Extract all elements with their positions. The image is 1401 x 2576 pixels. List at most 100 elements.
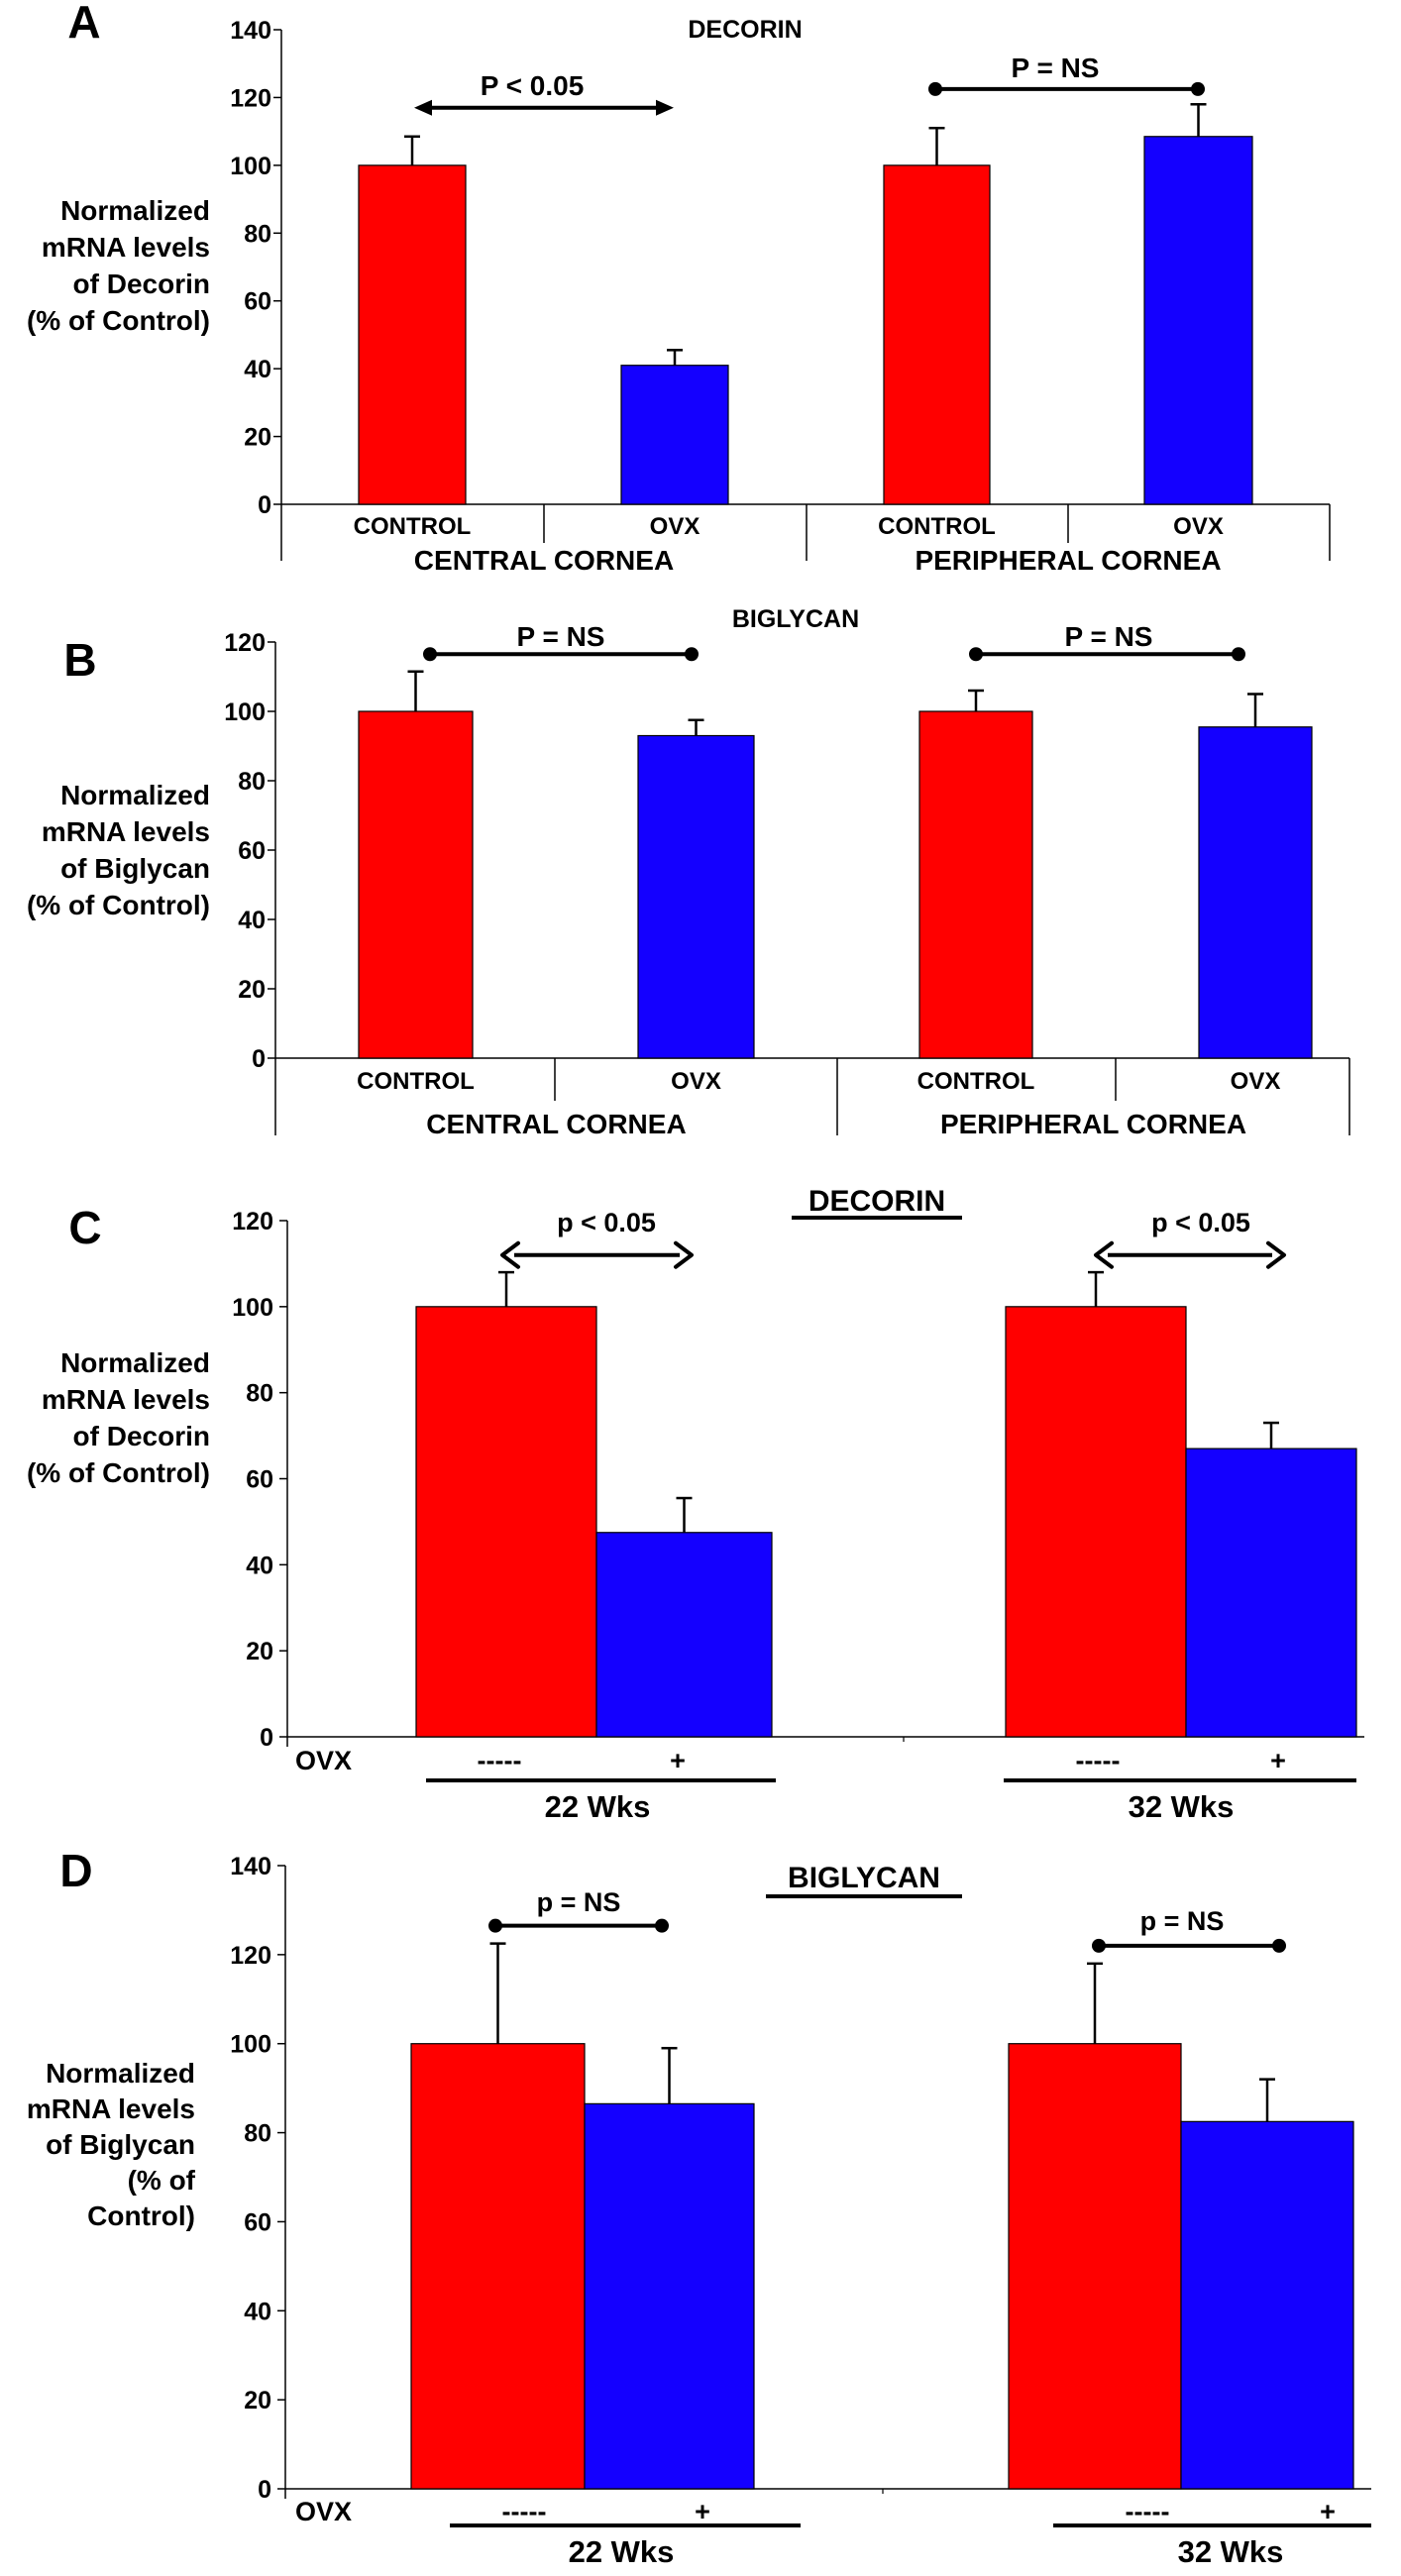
significance-label: p = NS [1140,1906,1225,1936]
significance-label: P < 0.05 [481,70,585,101]
bar-control [358,164,467,505]
bar-control [1008,2043,1182,2490]
y-axis-label-line: Normalized [60,1347,210,1378]
y-tick-label: 60 [238,837,266,865]
significance-label: p = NS [537,1887,621,1917]
x-group-label: CENTRAL CORNEA [414,545,674,576]
y-tick-label: 80 [238,768,266,796]
significance-dot-right [1191,81,1205,96]
y-tick-label: 120 [230,1942,271,1970]
y-tick-label: 0 [260,1724,273,1752]
y-axis-label-line: of Decorin [73,1421,210,1451]
y-tick-label: 0 [252,1045,266,1073]
significance-dot-right [1232,647,1245,662]
arrow-head-left [1094,1240,1114,1269]
week-group-label: 32 Wks [1178,2534,1284,2569]
ovx-sign-label: ----- [1076,1746,1121,1775]
bar-ovx [620,365,729,505]
y-tick-label: 40 [238,907,266,934]
significance-dot-left [969,647,983,662]
y-tick-label: 0 [258,2476,271,2504]
arrow-head-right [674,1240,694,1269]
x-category-label: OVX [1231,1068,1281,1095]
y-axis-label-line: (% of [128,2165,196,2196]
y-axis-label-line: Normalized [60,780,210,810]
y-tick-label: 60 [244,2208,271,2236]
significance-dot-left [928,81,942,96]
y-tick-label: 100 [232,1294,273,1322]
chart-title: BIGLYCAN [732,605,859,633]
y-axis-label-line: Control) [87,2200,195,2231]
significance-label: p < 0.05 [557,1208,656,1237]
ovx-sign-label: + [1270,1746,1286,1775]
ovx-sign-label: ----- [478,1746,522,1775]
y-axis-label-line: Normalized [46,2058,195,2089]
panel-letter: C [68,1202,101,1253]
significance-dot-right [1272,1938,1286,1953]
significance-label: p < 0.05 [1151,1208,1250,1237]
y-axis-label-line: of Decorin [73,268,210,299]
bar-ovx [1198,726,1313,1059]
x-group-label: PERIPHERAL CORNEA [940,1109,1246,1139]
bar-ovx [637,734,755,1059]
panel-letter: D [59,1845,92,1896]
y-axis-label-line: (% of Control) [27,890,210,920]
panel-letter: B [63,634,96,686]
y-tick-label: 120 [224,629,266,657]
arrow-head-left [414,99,432,116]
y-tick-label: 100 [230,153,271,180]
y-tick-label: 100 [224,698,266,726]
y-tick-label: 0 [258,491,271,519]
y-axis-label-line: Normalized [60,195,210,226]
bar-control [918,710,1033,1059]
y-axis-label-line: mRNA levels [42,232,210,263]
chart-title: DECORIN [808,1185,945,1218]
y-tick-label: 80 [244,2120,271,2148]
arrow-head-right [1266,1240,1286,1269]
y-axis-label-line: (% of Control) [27,1457,210,1488]
x-category-label: OVX [1173,513,1224,540]
bar-control [1005,1306,1187,1738]
y-axis-label-line: (% of Control) [27,305,210,336]
significance-label: P = NS [1012,53,1100,83]
y-tick-label: 20 [244,2387,271,2415]
bar-control [883,164,991,505]
bar-ovx [1143,136,1253,505]
bar-control [415,1306,597,1738]
x-group-label: CENTRAL CORNEA [426,1109,686,1139]
panel-a: A DECORIN Normalized mRNA levels of Decorin (… [27,0,1331,576]
chart-title: BIGLYCAN [788,1862,940,1894]
y-axis-label-line: of Biglycan [46,2129,195,2160]
significance-label: P = NS [517,621,605,652]
y-tick-label: 120 [230,84,271,112]
bar-control [358,710,474,1059]
y-tick-label: 80 [246,1380,273,1408]
x-category-label: OVX [671,1068,721,1095]
arrow-head-left [500,1240,520,1269]
week-group-label: 32 Wks [1129,1789,1235,1824]
significance-dot-right [685,647,699,662]
x-category-label: CONTROL [878,513,996,540]
ovx-sign-label: + [670,1746,686,1775]
chart-title: DECORIN [688,16,802,44]
panel-letter: A [67,0,100,48]
ovx-sign-label: + [1320,2497,1336,2526]
ovx-row-label: OVX [295,2497,352,2526]
bar-control [410,2043,586,2490]
y-tick-label: 20 [244,424,271,452]
x-group-label: PERIPHERAL CORNEA [915,545,1221,576]
panel-d: D BIGLYCAN Normalized mRNA levels of Biglyca… [27,1845,1371,2569]
y-axis-label-line: mRNA levels [27,2093,195,2124]
ovx-sign-label: ----- [502,2497,547,2526]
y-tick-label: 60 [244,288,271,316]
week-group-label: 22 Wks [545,1789,651,1824]
significance-dot-right [655,1918,669,1933]
y-tick-label: 140 [230,17,271,45]
significance-dot-left [423,647,437,662]
y-tick-label: 40 [244,356,271,383]
x-category-label: CONTROL [357,1068,475,1095]
significance-dot-left [488,1918,502,1933]
y-axis-label-line: mRNA levels [42,1384,210,1415]
y-tick-label: 120 [232,1208,273,1235]
